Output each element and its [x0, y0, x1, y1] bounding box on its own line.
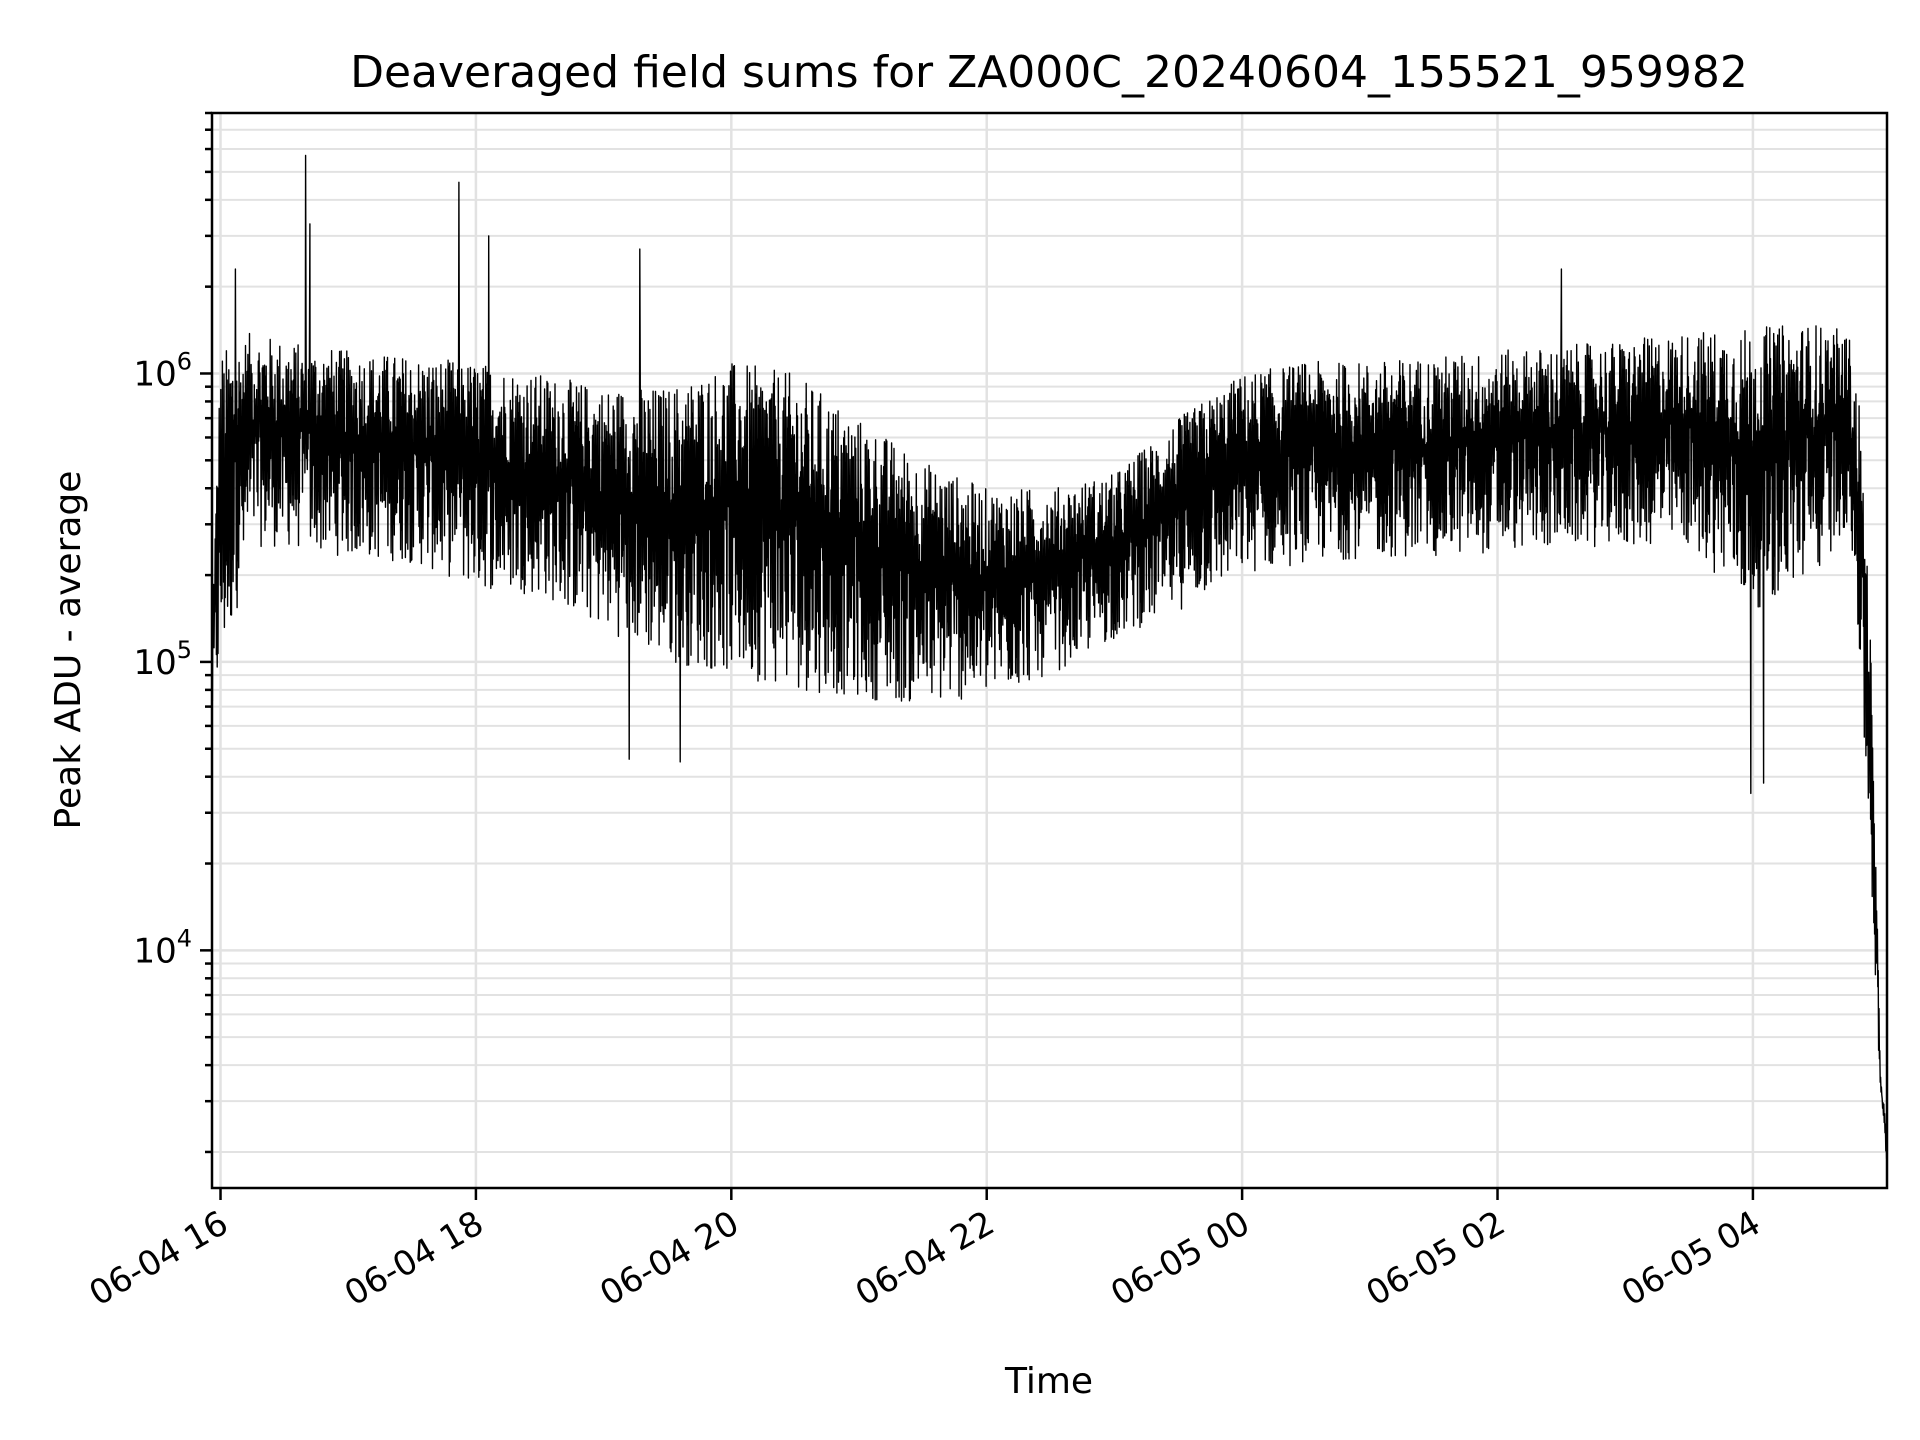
- series-line: [211, 154, 1888, 1160]
- plot-frame: [210, 111, 1889, 1190]
- y-tick-label: 105: [133, 636, 192, 683]
- y-tick-base: 10: [133, 643, 176, 683]
- x-tick-label: 06-04 22: [849, 1203, 1001, 1314]
- x-tick-label: 06-05 00: [1104, 1203, 1256, 1314]
- x-tick-label: 06-05 02: [1360, 1203, 1512, 1314]
- x-axis-ticks: 06-04 16 06-04 18 06-04 20 06-04 22 06-05 00…: [83, 1188, 1767, 1314]
- y-tick-base: 10: [133, 354, 176, 394]
- y-tick-exponent: 6: [177, 347, 192, 375]
- chart-title: Deaveraged field sums for ZA000C_2024060…: [350, 47, 1748, 98]
- x-tick-label: 06-04 16: [83, 1203, 235, 1314]
- x-tick-label: 06-04 20: [593, 1203, 745, 1314]
- y-axis-label: Peak ADU - average: [48, 471, 89, 830]
- grid-lines: [212, 112, 1887, 1188]
- x-tick-label: 06-05 04: [1615, 1203, 1767, 1314]
- x-axis-label: Time: [1004, 1361, 1093, 1402]
- y-tick-label: 106: [133, 347, 192, 394]
- y-tick-label: 104: [133, 924, 192, 971]
- y-tick-base: 10: [133, 931, 176, 971]
- y-tick-exponent: 4: [177, 924, 192, 952]
- x-tick-label: 06-04 18: [338, 1203, 490, 1314]
- y-tick-exponent: 5: [177, 636, 192, 664]
